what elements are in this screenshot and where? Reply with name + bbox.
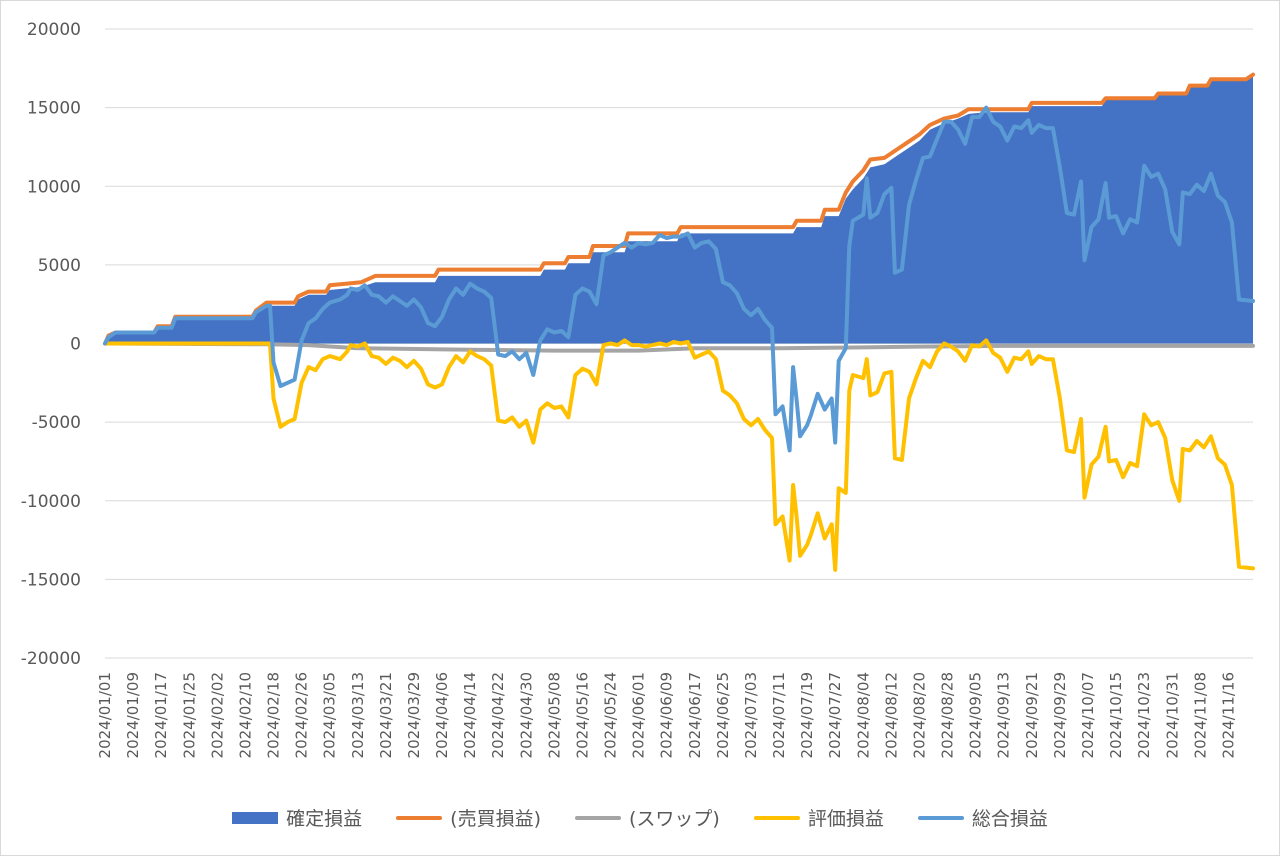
y-tick-label: 0: [70, 335, 81, 355]
x-tick-label: 2024/04/14: [461, 672, 479, 758]
line-series-baibai: [103, 72, 1255, 346]
legend-item-swap: (スワップ): [574, 804, 720, 831]
x-tick-label: 2024/01/01: [96, 672, 114, 758]
x-tick-label: 2024/11/08: [1191, 672, 1209, 758]
legend-item-sogo: 総合損益: [917, 804, 1048, 831]
x-tick-label: 2024/09/29: [1051, 672, 1069, 758]
legend-item-kakutei: 確定損益: [232, 804, 362, 831]
x-tick-label: 2024/02/26: [293, 672, 311, 758]
x-tick-label: 2024/11/16: [1219, 672, 1237, 758]
x-tick-label: 2024/08/12: [882, 672, 900, 758]
x-tick-label: 2024/05/24: [602, 672, 620, 758]
legend-swatch-baibai: [396, 815, 443, 820]
x-tick-label: 2024/07/03: [742, 672, 760, 758]
x-tick-label: 2024/09/13: [995, 672, 1013, 758]
y-tick-label: -5000: [32, 413, 81, 433]
x-tick-label: 2024/07/11: [770, 672, 788, 758]
x-tick-label: 2024/04/30: [517, 672, 535, 758]
x-tick-label: 2024/03/21: [377, 672, 395, 758]
x-tick-label: 2024/10/23: [1135, 672, 1153, 758]
legend-swatch-kakutei: [232, 811, 279, 824]
x-tick-label: 2024/08/28: [939, 672, 957, 758]
x-tick-label: 2024/06/25: [714, 672, 732, 758]
x-tick-label: 2024/09/05: [967, 672, 985, 758]
legend: 確定損益 (売買損益) (スワップ) 評価損益 総合損益: [1, 804, 1279, 831]
x-tick-label: 2024/03/05: [321, 672, 339, 758]
x-tick-label: 2024/05/16: [573, 672, 591, 758]
legend-label-sogo: 総合損益: [971, 808, 1048, 830]
x-axis: 2024/01/01 2024/01/09 2024/01/17 2024/01/25…: [96, 672, 1237, 758]
y-tick-label: -15000: [21, 570, 81, 590]
x-tick-label: 2024/05/08: [545, 672, 563, 758]
x-tick-label: 2024/10/15: [1107, 672, 1125, 758]
x-tick-label: 2024/03/29: [405, 672, 423, 758]
legend-label-baibai: (売買損益): [450, 808, 541, 830]
x-tick-label: 2024/07/27: [826, 672, 844, 758]
x-tick-label: 2024/07/19: [798, 672, 816, 758]
x-tick-label: 2024/03/13: [349, 672, 367, 758]
x-tick-label: 2024/01/17: [152, 672, 170, 758]
y-tick-label: 15000: [27, 99, 81, 119]
legend-swatch-sogo: [917, 815, 964, 820]
x-tick-label: 2024/08/04: [854, 672, 872, 758]
x-tick-label: 2024/06/01: [630, 672, 648, 758]
legend-item-hyoka: 評価損益: [753, 804, 884, 831]
x-tick-label: 2024/06/17: [686, 672, 704, 758]
x-tick-label: 2024/10/07: [1079, 672, 1097, 758]
legend-label-swap: (スワップ): [628, 808, 720, 830]
x-tick-label: 2024/04/22: [489, 672, 507, 758]
x-tick-label: 2024/02/18: [265, 672, 283, 758]
y-tick-label: 5000: [38, 256, 81, 276]
legend-swatch-hyoka: [753, 815, 800, 820]
y-tick-label: 20000: [27, 20, 81, 40]
x-tick-label: 2024/10/31: [1163, 672, 1181, 758]
y-tick-label: -20000: [21, 649, 81, 669]
chart-plot: 20000 15000 10000 5000 0 -5000 -10000 -15000 -20…: [21, 20, 1255, 758]
x-tick-label: 2024/08/20: [910, 672, 928, 758]
x-tick-label: 2024/01/09: [124, 672, 142, 758]
y-tick-label: 10000: [27, 177, 81, 197]
line-series-layer: [103, 72, 1255, 572]
x-tick-label: 2024/06/09: [658, 672, 676, 758]
x-tick-label: 2024/02/10: [236, 672, 254, 758]
y-tick-label: -10000: [21, 492, 81, 512]
x-tick-label: 2024/09/21: [1023, 672, 1041, 758]
legend-label-kakutei: 確定損益: [286, 808, 363, 830]
x-tick-label: 2024/01/25: [180, 672, 198, 758]
line-series-hyoka: [103, 338, 1255, 572]
legend-label-hyoka: 評価損益: [807, 808, 884, 830]
y-axis: 20000 15000 10000 5000 0 -5000 -10000 -15000 -20…: [21, 20, 81, 669]
legend-swatch-swap: [574, 815, 621, 820]
x-tick-label: 2024/02/02: [208, 672, 226, 758]
line-series-sogo: [103, 105, 1255, 453]
legend-item-baibai: (売買損益): [396, 804, 541, 831]
x-tick-label: 2024/04/06: [433, 672, 451, 758]
